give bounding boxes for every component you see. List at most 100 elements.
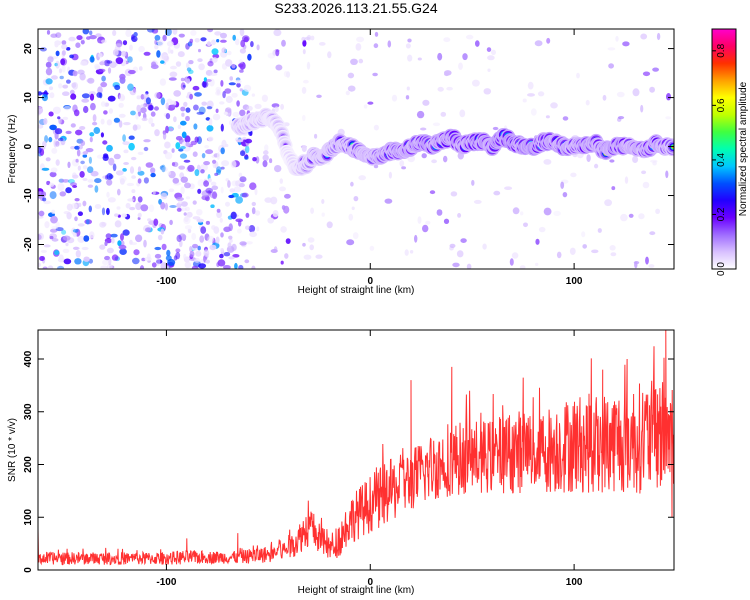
noise-mark [119, 248, 127, 255]
noise-mark [160, 201, 166, 210]
noise-mark [135, 112, 139, 120]
noise-mark [219, 217, 223, 223]
noise-mark [141, 117, 148, 122]
noise-mark [161, 243, 167, 251]
noise-mark [180, 201, 188, 207]
noise-mark [482, 243, 487, 250]
noise-mark [188, 60, 194, 65]
noise-mark [107, 197, 116, 203]
noise-mark [249, 231, 257, 238]
snr-ticks: -100 0 100 0 100 200 300 400 [23, 330, 674, 588]
noise-mark [60, 57, 68, 66]
noise-mark [449, 243, 456, 248]
noise-mark [550, 102, 558, 109]
noise-mark [640, 33, 648, 40]
noise-mark [302, 242, 306, 247]
noise-mark [205, 259, 210, 264]
noise-mark [83, 256, 90, 262]
noise-mark [97, 86, 103, 94]
noise-mark [198, 263, 207, 269]
noise-mark [154, 92, 161, 99]
noise-mark [122, 229, 130, 236]
noise-mark [71, 82, 77, 88]
noise-mark [459, 109, 466, 118]
noise-mark [81, 246, 89, 251]
noise-mark [281, 39, 286, 47]
noise-mark [212, 191, 218, 200]
noise-mark [154, 246, 162, 251]
noise-mark [602, 94, 607, 101]
noise-mark [189, 38, 194, 44]
noise-mark [196, 218, 204, 223]
noise-mark [220, 80, 224, 87]
noise-mark [77, 223, 85, 227]
noise-mark [42, 266, 48, 269]
noise-mark [211, 185, 219, 191]
noise-mark [112, 30, 117, 36]
noise-mark [168, 188, 175, 193]
noise-mark [269, 158, 273, 164]
noise-mark [131, 189, 136, 194]
noise-mark [192, 243, 199, 249]
noise-mark [183, 212, 187, 216]
noise-mark [50, 228, 58, 233]
noise-mark [77, 235, 85, 243]
noise-mark [183, 253, 187, 260]
noise-mark [143, 139, 151, 143]
noise-mark [301, 36, 306, 42]
noise-mark [150, 111, 156, 117]
noise-mark [161, 166, 168, 172]
noise-mark [205, 187, 213, 194]
noise-mark [238, 59, 243, 65]
figure-title: S233.2026.113.21.55.G24 [274, 0, 437, 16]
noise-mark [535, 238, 540, 245]
noise-mark [199, 235, 205, 243]
noise-mark [230, 211, 237, 220]
noise-mark [307, 237, 315, 243]
noise-mark [180, 82, 186, 90]
noise-mark [79, 171, 85, 178]
noise-mark [184, 206, 190, 212]
noise-mark [185, 115, 190, 122]
noise-mark [401, 166, 406, 170]
noise-mark [192, 85, 200, 91]
noise-mark [285, 238, 291, 245]
y-tick-label: -10 [23, 188, 34, 203]
noise-mark [407, 54, 413, 62]
noise-mark [235, 180, 241, 187]
noise-mark [309, 244, 315, 251]
noise-mark [321, 212, 325, 217]
noise-mark [534, 40, 543, 47]
y-tick-label: 100 [23, 508, 34, 525]
noise-mark [608, 63, 614, 69]
noise-mark [241, 192, 249, 198]
noise-mark [615, 35, 619, 42]
noise-mark [193, 123, 198, 130]
noise-mark [63, 105, 71, 111]
noise-mark [150, 64, 159, 70]
noise-mark [87, 166, 94, 174]
noise-mark [86, 219, 90, 225]
noise-mark [213, 69, 218, 74]
noise-mark [71, 203, 78, 210]
noise-mark [216, 211, 223, 219]
noise-mark [407, 155, 416, 163]
noise-mark [230, 160, 237, 168]
noise-mark [201, 101, 207, 106]
noise-mark [106, 247, 114, 254]
noise-mark [492, 126, 499, 131]
noise-mark [198, 48, 201, 53]
noise-mark [92, 114, 97, 122]
noise-mark [562, 192, 568, 198]
noise-mark [306, 34, 312, 41]
noise-mark [254, 187, 258, 196]
noise-mark [280, 226, 287, 233]
noise-mark [279, 178, 283, 184]
noise-mark [61, 229, 67, 235]
noise-mark [302, 49, 306, 55]
noise-mark [632, 155, 639, 163]
spectrogram-ridge [230, 107, 674, 177]
noise-mark [316, 94, 322, 99]
noise-mark [185, 141, 190, 147]
